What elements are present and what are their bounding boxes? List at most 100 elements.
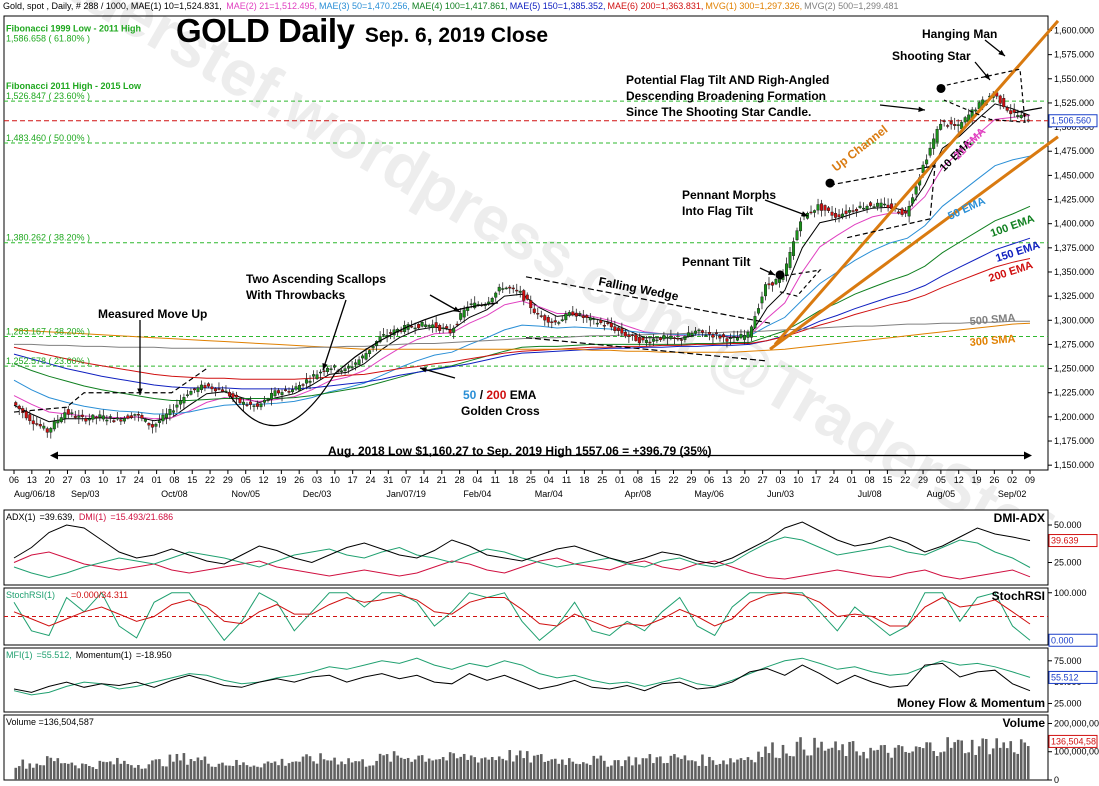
up-channel-upper xyxy=(773,19,1060,346)
candle-body xyxy=(869,202,873,206)
candle-body xyxy=(739,334,743,339)
x-tick-label: 11 xyxy=(491,475,500,485)
candle-body xyxy=(630,334,634,336)
volume-bar xyxy=(949,747,953,780)
candle-body xyxy=(448,329,452,334)
volume-bar xyxy=(879,745,883,780)
volume-bar xyxy=(963,753,967,780)
candle-body xyxy=(858,205,862,208)
fib-title: Fibonacci 2011 High - 2015 Low xyxy=(6,81,142,91)
candle-body xyxy=(876,202,880,207)
x-month-label: Sep/03 xyxy=(71,489,100,499)
x-tick-label: 08 xyxy=(865,475,875,485)
volume-bar xyxy=(385,754,389,780)
panel-tick-label: 25.000 xyxy=(1054,558,1082,568)
falling-wedge-lower xyxy=(525,337,767,362)
candle-body xyxy=(452,327,456,333)
candle-body xyxy=(234,394,238,398)
header-ma-item: MVG(1) 300=1,297.326, xyxy=(705,1,803,11)
stochrsi-panel-title: StochRSI xyxy=(992,589,1045,603)
measured-move-line xyxy=(13,368,208,413)
pennant-tilt xyxy=(777,269,822,297)
candle-body xyxy=(31,420,35,425)
x-tick-label: 24 xyxy=(134,475,144,485)
mfi-header-part: =-18.950 xyxy=(136,650,172,660)
annotation-golden-cross-2: Golden Cross xyxy=(461,404,540,418)
candle-body xyxy=(862,207,866,210)
candle-body xyxy=(410,326,414,328)
candle-body xyxy=(532,308,536,313)
candle-body xyxy=(728,337,732,339)
fib-title: Fibonacci 1999 Low - 2011 High xyxy=(6,23,141,33)
volume-bar xyxy=(631,765,634,780)
arrow-measured-move-head xyxy=(137,388,143,395)
volume-bar xyxy=(687,760,690,780)
candle-body xyxy=(277,390,281,394)
volume-header: Volume =136,504,587 xyxy=(6,717,94,727)
volume-bar xyxy=(1002,742,1006,780)
candle-body xyxy=(834,213,838,218)
y-tick-label: 1,600.000 xyxy=(1054,25,1094,35)
volume-bar xyxy=(371,765,375,780)
volume-bar xyxy=(1009,741,1013,780)
candle-body xyxy=(665,336,669,339)
y-tick-label: 1,325.000 xyxy=(1054,291,1094,301)
x-tick-label: 15 xyxy=(651,475,661,485)
volume-bar xyxy=(235,759,238,780)
candle-body xyxy=(550,321,554,323)
candle-body xyxy=(294,386,298,390)
candle-body xyxy=(900,208,904,215)
candle-body xyxy=(704,334,708,337)
x-tick-label: 20 xyxy=(45,475,55,485)
volume-bar xyxy=(704,765,708,780)
volume-bar xyxy=(774,757,778,780)
candle-body xyxy=(441,327,445,329)
candle-body xyxy=(38,424,42,427)
volume-bar xyxy=(410,761,413,780)
volume-bar xyxy=(140,768,144,780)
fib-value: 1,483.460 ( 50.00% ) xyxy=(6,133,90,143)
volume-bar xyxy=(448,752,452,780)
volume-bar xyxy=(781,744,785,780)
x-tick-label: 24 xyxy=(829,475,839,485)
candle-body xyxy=(63,412,67,419)
candle-body xyxy=(178,400,182,405)
volume-bar xyxy=(942,751,946,780)
y-tick-label: 1,350.000 xyxy=(1054,267,1094,277)
volume-bar xyxy=(757,751,760,780)
candle-body xyxy=(213,388,217,392)
candle-body xyxy=(592,318,596,320)
volume-bar xyxy=(550,759,554,780)
candle-body xyxy=(164,413,168,419)
volume-bar xyxy=(490,756,494,780)
x-month-label: Jun/03 xyxy=(767,489,794,499)
volume-bar xyxy=(368,765,371,780)
annotation-pennant-morphs-1: Pennant Morphs xyxy=(682,188,776,202)
candle-body xyxy=(949,121,953,125)
volume-bar xyxy=(750,759,753,780)
x-tick-label: 19 xyxy=(276,475,286,485)
volume-bar xyxy=(35,763,39,780)
volume-bar xyxy=(627,756,631,780)
volume-bar xyxy=(1012,752,1016,780)
volume-bar xyxy=(606,766,610,780)
volume-bar xyxy=(280,758,284,780)
volume-bar xyxy=(399,757,403,780)
candle-body xyxy=(28,414,32,421)
volume-bar xyxy=(582,762,585,780)
candle-body xyxy=(154,423,158,427)
x-tick-label: 04 xyxy=(472,475,482,485)
volume-bar xyxy=(984,738,988,780)
volume-bar xyxy=(494,760,498,780)
candle-body xyxy=(431,324,435,329)
volume-bar xyxy=(147,764,151,780)
volume-bar xyxy=(266,761,270,780)
candle-body xyxy=(567,312,571,316)
candle-body xyxy=(693,330,697,334)
volume-bar xyxy=(203,756,207,780)
volume-bar xyxy=(133,767,137,780)
volume-bar xyxy=(739,758,743,780)
candle-body xyxy=(742,335,746,340)
candle-body xyxy=(87,418,91,421)
candle-body xyxy=(66,409,70,415)
